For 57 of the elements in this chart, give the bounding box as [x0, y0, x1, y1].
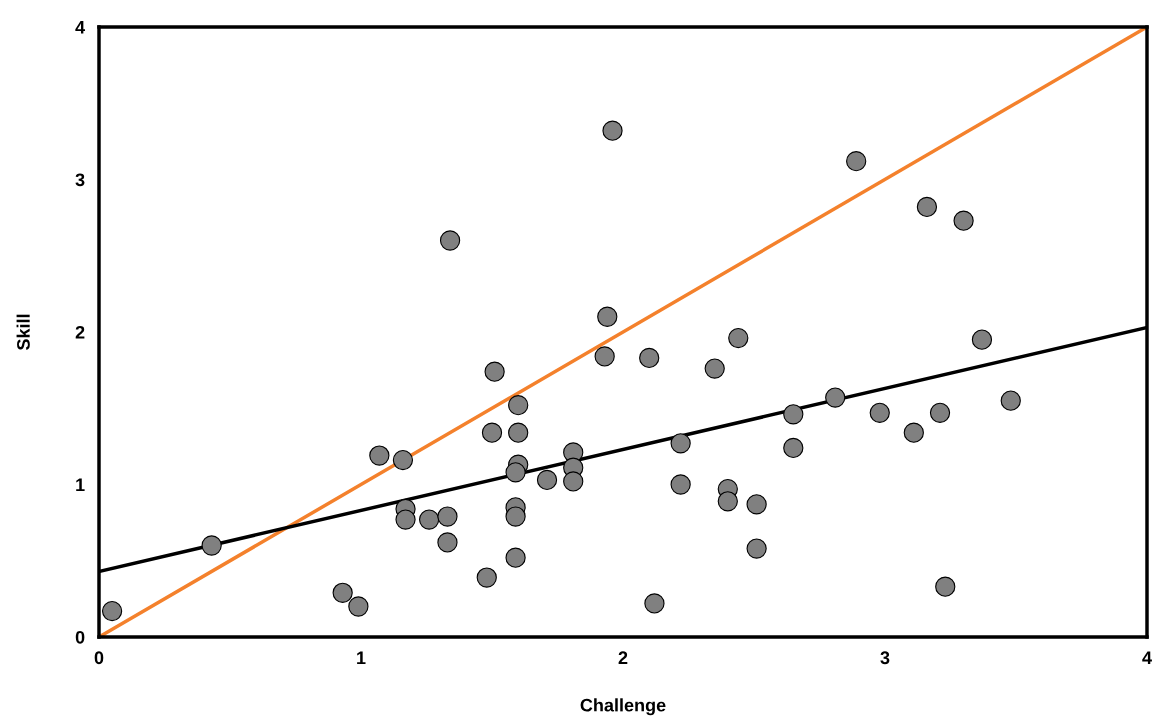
point — [670, 474, 691, 495]
point — [602, 120, 623, 141]
point — [953, 210, 974, 231]
point — [644, 593, 665, 614]
point — [348, 596, 369, 617]
x-tick-label: 3 — [880, 651, 890, 665]
point — [783, 437, 804, 459]
point — [746, 538, 767, 559]
y-tick-label: 0 — [75, 630, 85, 644]
y-axis-title: Skill — [16, 314, 30, 351]
point — [395, 509, 416, 530]
y-tick-label: 4 — [75, 21, 86, 34]
point — [1000, 390, 1021, 411]
point — [728, 327, 749, 349]
x-tick-label: 1 — [357, 651, 366, 664]
point — [594, 346, 615, 367]
point — [825, 387, 846, 408]
point — [332, 582, 353, 603]
x-tick-label: 2 — [618, 651, 628, 664]
point — [670, 433, 691, 454]
point — [563, 471, 584, 492]
point — [639, 347, 660, 369]
point — [929, 402, 951, 423]
point — [869, 402, 890, 423]
point — [508, 395, 529, 416]
point — [437, 506, 458, 527]
point — [783, 404, 804, 425]
point — [437, 532, 458, 553]
point — [476, 567, 497, 588]
point — [746, 494, 767, 515]
point — [369, 445, 390, 466]
point — [201, 535, 222, 556]
point — [484, 361, 505, 382]
point — [704, 358, 725, 379]
point — [935, 576, 956, 597]
x-tick-label: 0 — [94, 651, 104, 665]
point — [508, 422, 529, 443]
point — [717, 491, 738, 512]
point — [505, 547, 526, 568]
point — [846, 151, 867, 172]
point — [536, 469, 558, 491]
point — [505, 462, 526, 483]
point — [101, 600, 123, 622]
point — [916, 196, 938, 218]
y-tick-label: 1 — [76, 478, 85, 492]
point — [418, 509, 440, 530]
point — [505, 506, 526, 527]
point — [903, 422, 924, 443]
point — [439, 230, 461, 251]
point — [481, 422, 503, 443]
x-axis-title: Challenge — [580, 698, 666, 716]
point — [971, 329, 993, 350]
point — [597, 306, 618, 327]
y-tick-label: 2 — [75, 325, 85, 339]
x-tick-label: 4 — [1142, 651, 1152, 664]
point — [392, 449, 414, 471]
y-tick-label: 3 — [75, 173, 85, 187]
